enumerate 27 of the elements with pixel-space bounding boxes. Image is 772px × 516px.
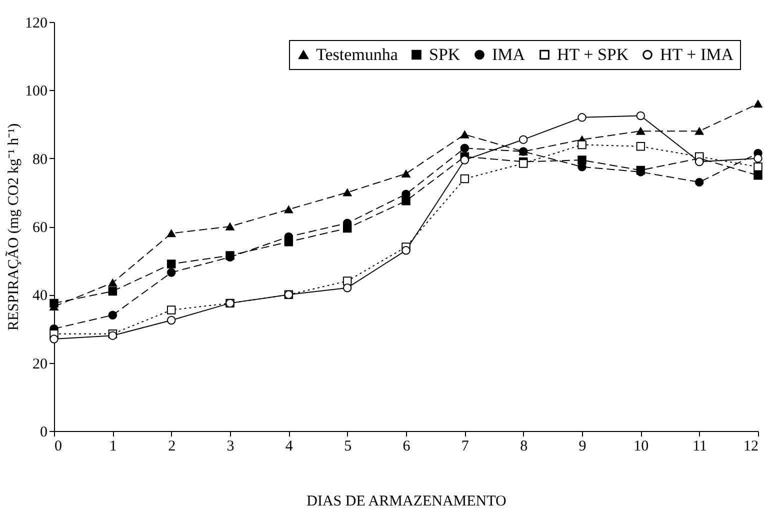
y-tick-label: 0 [40,424,48,440]
legend-label: SPK [429,44,461,64]
x-tick-label: 6 [402,438,411,454]
x-tick-label: 3 [226,438,234,454]
legend-label: HT + IMA [660,44,734,64]
legend-label: HT + SPK [557,44,630,64]
legend-label: IMA [492,44,526,64]
x-tick-label: 12 [744,438,758,454]
x-tick-label: 0 [54,438,62,454]
y-tick-label: 80 [32,152,48,168]
x-tick-label: 7 [461,438,470,454]
y-tick-label: 120 [25,16,48,32]
y-axis-title: RESPIRAÇÃO (mg CO2 kg⁻¹ h⁻¹) [5,123,22,331]
x-tick-label: 9 [578,438,586,454]
y-tick-label: 60 [32,220,48,236]
y-tick-label: 100 [25,84,48,100]
y-tick-label: 20 [32,356,48,372]
x-axis-title: DIAS DE ARMAZENAMENTO [306,494,507,510]
y-tick-label: 40 [32,288,48,304]
x-tick-label: 11 [692,438,708,454]
x-tick-label: 4 [285,438,294,454]
x-tick-label: 1 [109,438,117,454]
x-tick-label: 2 [168,438,176,454]
legend-label: Testemunha [316,44,398,64]
x-tick-label: 10 [634,438,649,454]
x-tick-label: 8 [520,438,528,454]
x-tick-label: 5 [344,438,352,454]
